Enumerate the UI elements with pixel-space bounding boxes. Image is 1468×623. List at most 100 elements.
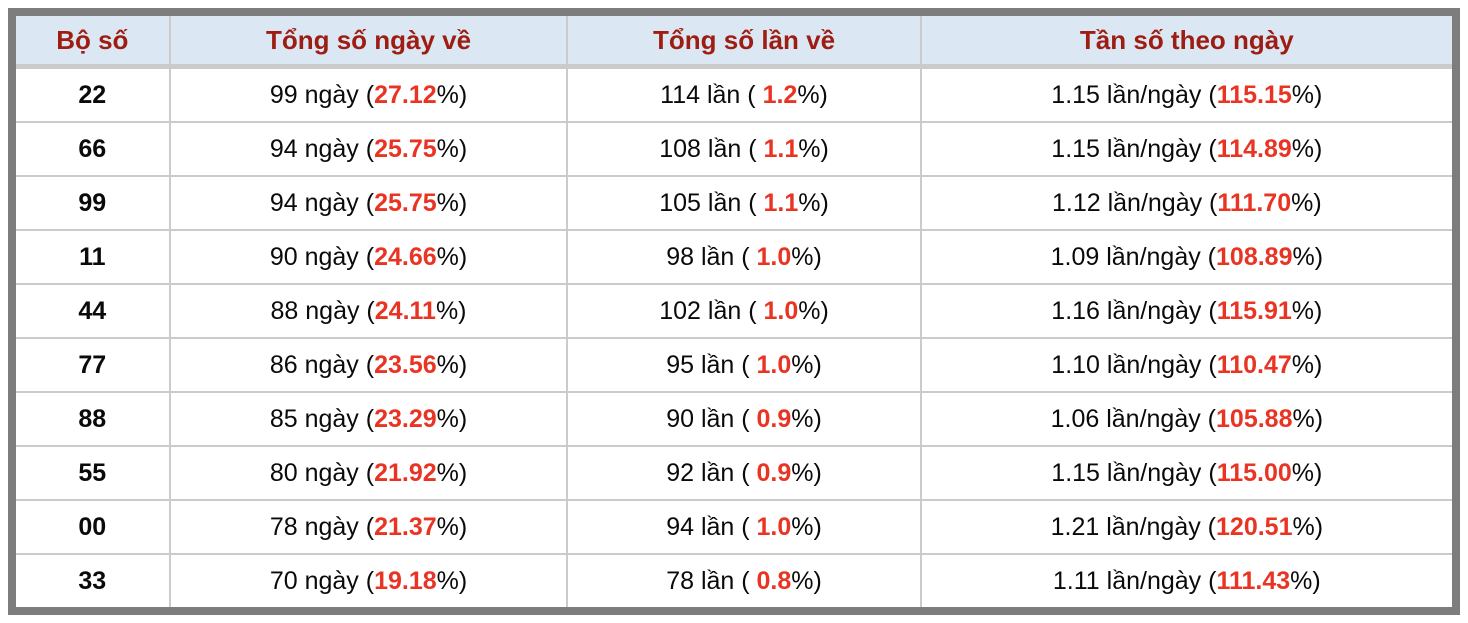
- table-row: 33 70 ngày (19.18%) 78 lần ( 0.8%) 1.11 …: [16, 554, 1452, 607]
- header-row: Bộ số Tổng số ngày về Tổng số lần về Tần…: [16, 16, 1452, 69]
- times-text-suffix: %): [791, 350, 822, 379]
- frequency-cell: 1.12 lần/ngày (111.70%): [920, 176, 1452, 231]
- table-row: 66 94 ngày (25.75%) 108 lần ( 1.1%) 1.15…: [16, 122, 1452, 177]
- times-text: 108 lần (: [659, 134, 764, 163]
- frequency-text-suffix: %): [1291, 458, 1323, 487]
- times-cell: 92 lần ( 0.9%): [567, 446, 922, 501]
- frequency-percent: 115.15: [1216, 80, 1292, 109]
- column-header-frequency: Tần số theo ngày: [920, 16, 1452, 69]
- pair-value: 66: [78, 134, 107, 163]
- frequency-cell: 1.15 lần/ngày (115.00%): [920, 446, 1452, 501]
- pair-value: 55: [78, 458, 107, 487]
- days-percent: 21.92: [374, 458, 437, 487]
- table-row: 77 86 ngày (23.56%) 95 lần ( 1.0%) 1.10 …: [16, 338, 1452, 393]
- days-cell: 94 ngày (25.75%): [169, 122, 569, 177]
- times-percent: 1.1: [763, 134, 799, 163]
- days-text-suffix: %): [436, 458, 468, 487]
- days-text-suffix: %): [436, 404, 468, 433]
- times-percent: 1.0: [756, 350, 792, 379]
- frequency-percent: 115.00: [1216, 458, 1292, 487]
- frequency-text: 1.12 lần/ngày (: [1051, 188, 1218, 217]
- times-text: 92 lần (: [666, 458, 757, 487]
- days-percent: 24.66: [374, 242, 437, 271]
- days-cell: 99 ngày (27.12%): [169, 66, 569, 123]
- frequency-text: 1.10 lần/ngày (: [1051, 350, 1217, 379]
- times-percent: 0.9: [756, 404, 792, 433]
- days-cell: 85 ngày (23.29%): [169, 392, 569, 447]
- column-header-days: Tổng số ngày về: [169, 16, 569, 69]
- table-row: 44 88 ngày (24.11%) 102 lần ( 1.0%) 1.16…: [16, 284, 1452, 339]
- days-percent: 25.75: [374, 134, 437, 163]
- times-cell: 95 lần ( 1.0%): [567, 338, 922, 393]
- days-percent: 25.75: [374, 188, 437, 217]
- times-percent: 1.0: [756, 242, 792, 271]
- pair-value: 99: [78, 188, 107, 217]
- times-text-suffix: %): [791, 404, 822, 433]
- pair-cell: 11: [16, 230, 171, 285]
- frequency-percent: 111.70: [1217, 188, 1292, 217]
- column-header-times: Tổng số lần về: [567, 16, 922, 69]
- times-text-suffix: %): [798, 296, 829, 325]
- days-cell: 78 ngày (21.37%): [169, 500, 569, 555]
- days-text-suffix: %): [436, 350, 468, 379]
- times-percent: 1.1: [763, 188, 799, 217]
- pair-cell: 33: [16, 554, 171, 607]
- times-text: 90 lần (: [666, 404, 757, 433]
- frequency-percent: 105.88: [1216, 404, 1293, 433]
- times-cell: 94 lần ( 1.0%): [567, 500, 922, 555]
- times-text-suffix: %): [791, 242, 822, 271]
- times-cell: 108 lần ( 1.1%): [567, 122, 922, 177]
- days-text-suffix: %): [436, 134, 468, 163]
- times-text: 114 lần (: [660, 80, 763, 109]
- frequency-text-suffix: %): [1291, 350, 1323, 379]
- times-text: 102 lần (: [659, 296, 764, 325]
- frequency-cell: 1.11 lần/ngày (111.43%): [920, 554, 1452, 607]
- days-percent: 23.56: [374, 350, 437, 379]
- frequency-percent: 115.91: [1216, 296, 1292, 325]
- days-text: 94 ngày (: [269, 188, 375, 217]
- times-text: 98 lần (: [666, 242, 757, 271]
- frequency-text: 1.11 lần/ngày (: [1052, 566, 1217, 595]
- statistics-table-frame: Bộ số Tổng số ngày về Tổng số lần về Tần…: [8, 8, 1460, 615]
- frequency-text-suffix: %): [1291, 80, 1323, 109]
- frequency-text-suffix: %): [1291, 296, 1323, 325]
- pair-cell: 44: [16, 284, 171, 339]
- frequency-text-suffix: %): [1292, 242, 1324, 271]
- times-cell: 102 lần ( 1.0%): [567, 284, 922, 339]
- times-cell: 114 lần ( 1.2%): [567, 66, 922, 123]
- frequency-text-suffix: %): [1290, 566, 1321, 595]
- days-percent: 21.37: [374, 512, 437, 541]
- frequency-cell: 1.15 lần/ngày (115.15%): [920, 66, 1452, 123]
- times-text-suffix: %): [791, 566, 822, 595]
- times-percent: 1.2: [762, 80, 798, 109]
- frequency-text: 1.06 lần/ngày (: [1050, 404, 1217, 433]
- days-text: 80 ngày (: [269, 458, 375, 487]
- frequency-cell: 1.10 lần/ngày (110.47%): [920, 338, 1452, 393]
- frequency-cell: 1.21 lần/ngày (120.51%): [920, 500, 1452, 555]
- frequency-text-suffix: %): [1292, 512, 1324, 541]
- days-percent: 23.29: [374, 404, 437, 433]
- times-text-suffix: %): [797, 80, 828, 109]
- frequency-percent: 114.89: [1216, 134, 1292, 163]
- days-text-suffix: %): [436, 512, 468, 541]
- days-text-suffix: %): [436, 566, 468, 595]
- days-text-suffix: %): [436, 80, 468, 109]
- frequency-text-suffix: %): [1292, 404, 1324, 433]
- table-row: 55 80 ngày (21.92%) 92 lần ( 0.9%) 1.15 …: [16, 446, 1452, 501]
- frequency-percent: 120.51: [1216, 512, 1293, 541]
- pair-value: 33: [78, 566, 107, 595]
- times-text: 105 lần (: [659, 188, 764, 217]
- days-text-suffix: %): [435, 296, 467, 325]
- days-cell: 94 ngày (25.75%): [169, 176, 569, 231]
- times-cell: 105 lần ( 1.1%): [567, 176, 922, 231]
- pair-value: 00: [78, 512, 107, 541]
- pair-cell: 55: [16, 446, 171, 501]
- times-text: 78 lần (: [666, 566, 757, 595]
- days-text: 90 ngày (: [269, 242, 375, 271]
- table-body: 22 99 ngày (27.12%) 114 lần ( 1.2%) 1.15…: [16, 66, 1452, 607]
- pair-cell: 88: [16, 392, 171, 447]
- times-text: 95 lần (: [666, 350, 757, 379]
- frequency-percent: 110.47: [1216, 350, 1292, 379]
- days-text: 70 ngày (: [269, 566, 375, 595]
- pair-cell: 77: [16, 338, 171, 393]
